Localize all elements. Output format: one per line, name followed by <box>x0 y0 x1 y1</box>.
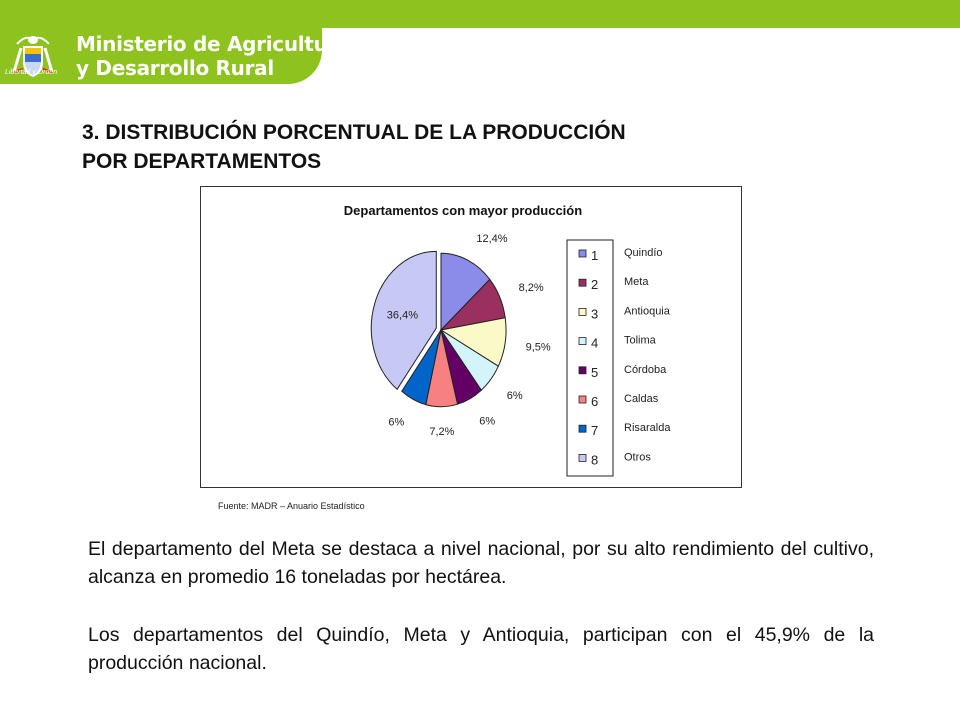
paragraph-meta-yield: El departamento del Meta se destaca a ni… <box>88 538 874 588</box>
ministry-name: Ministerio de Agricultura y Desarrollo R… <box>76 32 351 80</box>
legend-department-8: Otros <box>624 451 651 463</box>
legend-department-5: Córdoba <box>624 364 667 376</box>
legend-swatch-6 <box>578 395 587 404</box>
legend-number-7: 7 <box>591 423 598 438</box>
pie-slice-8 <box>370 250 437 391</box>
legend-swatch-4 <box>578 337 587 346</box>
legend-number-6: 6 <box>591 394 598 409</box>
pie-chart: Departamentos con mayor producción 12,4% 8… <box>344 203 671 477</box>
legend-swatch-5 <box>578 366 587 375</box>
legend-department-1: Quindío <box>624 247 663 259</box>
legend-swatch-3 <box>578 308 587 316</box>
legend-department-4: Tolima <box>624 335 657 347</box>
legend-swatch-2 <box>578 278 587 287</box>
data-label-3: 9,5% <box>526 342 551 354</box>
legend-number-2: 2 <box>591 277 598 292</box>
legend-swatch-7 <box>578 424 587 433</box>
legend-number-4: 4 <box>591 336 598 351</box>
data-label-6: 7,2% <box>429 426 454 438</box>
slide-title: 3. DISTRIBUCIÓN PORCENTUAL DE LA PRODUCC… <box>82 118 882 176</box>
legend-number-8: 8 <box>591 452 598 467</box>
pie-chart-frame: Departamentos con mayor producción 12,4% 8… <box>200 186 742 488</box>
legend-box <box>566 239 614 477</box>
coat-of-arms-icon <box>12 36 54 77</box>
data-label-5: 6% <box>479 416 495 428</box>
data-label-7: 6% <box>388 417 404 429</box>
header-bar <box>0 0 960 28</box>
title-line-1: 3. DISTRIBUCIÓN PORCENTUAL DE LA PRODUCC… <box>82 121 626 144</box>
legend-number-1: 1 <box>591 248 598 263</box>
legend-department-2: Meta <box>624 276 649 288</box>
seal-caption: Libertad y Orden <box>5 69 58 76</box>
legend-number-5: 5 <box>591 365 598 380</box>
legend-swatch-1 <box>578 249 587 258</box>
legend-department-7: Risaralda <box>624 422 671 434</box>
data-label-4: 6% <box>507 390 523 402</box>
paragraph-top-departments: Los departamentos del Quindío, Meta y An… <box>88 624 874 674</box>
pie-slice-1 <box>440 252 491 332</box>
ministry-line-2: y Desarrollo Rural <box>76 56 274 80</box>
source-note: Fuente: MADR – Anuario Estadístico <box>218 501 365 511</box>
data-label-8: 36,4% <box>387 310 418 322</box>
chart-title: Departamentos con mayor producción <box>344 203 582 218</box>
legend-swatch-8 <box>578 453 587 462</box>
legend-department-6: Caldas <box>624 393 659 405</box>
pie-slice-7 <box>401 329 442 406</box>
legend-department-3: Antioquia <box>624 305 671 317</box>
title-line-2: POR DEPARTAMENTOS <box>82 150 322 173</box>
data-label-1: 12,4% <box>476 233 507 245</box>
data-label-2: 8,2% <box>519 282 544 294</box>
ministry-line-1: Ministerio de Agricultura <box>76 32 351 56</box>
legend-number-3: 3 <box>591 306 598 321</box>
ministry-logo: Ministerio de Agricultura y Desarrollo R… <box>0 28 351 84</box>
